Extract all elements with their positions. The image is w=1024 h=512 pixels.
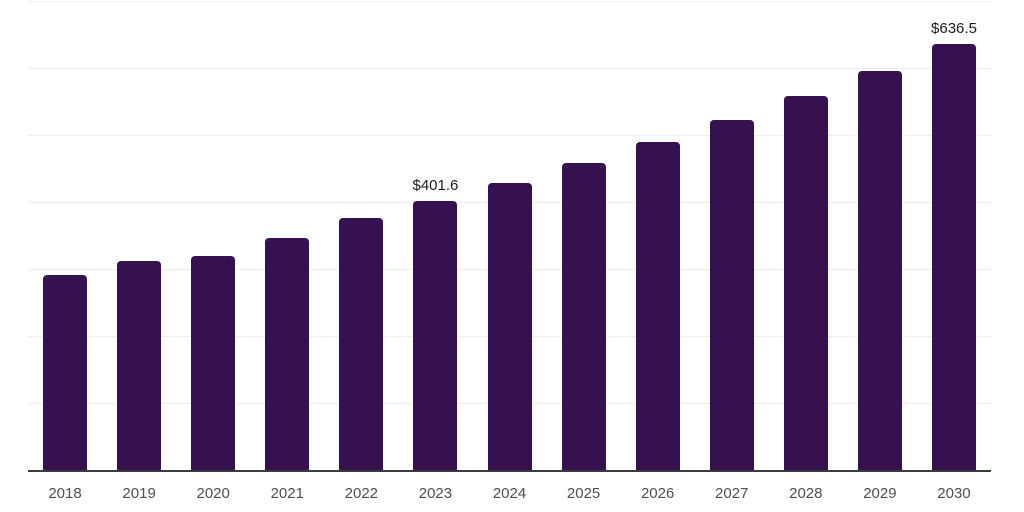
x-tick-label: 2028: [789, 485, 823, 502]
bar-value-label: $401.6: [412, 176, 459, 194]
x-axis-tick-labels: 2018 2019 2020 2021 2022 2023 2024 2025 2026 2027…: [28, 485, 991, 502]
bar-group: [472, 1, 546, 470]
x-tick-label: 2025: [566, 485, 601, 502]
bar: [43, 274, 88, 470]
x-tick-label: 2022: [344, 485, 379, 502]
x-tick-label: 2018: [48, 485, 82, 502]
x-tick-label: 2023: [418, 485, 453, 502]
bar-group: [324, 1, 398, 470]
gridline: [28, 68, 991, 69]
gridline: [28, 1, 991, 2]
bar-group: [250, 1, 324, 470]
x-tick-label: 2019: [122, 485, 156, 502]
x-tick-label: 2026: [640, 485, 675, 502]
plot-area: $401.6 $636.5: [28, 1, 991, 472]
x-tick-label: 2029: [863, 485, 897, 502]
bar: [635, 142, 680, 470]
gridline: [28, 135, 991, 136]
bar: [931, 43, 976, 470]
bar-group: [176, 1, 250, 470]
bar-group: [547, 1, 621, 470]
bar: [339, 218, 384, 470]
bar-group: [695, 1, 769, 470]
bar: [191, 256, 236, 470]
bar: [857, 70, 902, 470]
bar: [783, 96, 828, 470]
bar-value-label: $636.5: [931, 19, 977, 37]
bar: [413, 200, 458, 470]
bars-container: $401.6 $636.5: [28, 1, 991, 470]
x-tick-label: 2020: [196, 485, 230, 502]
x-tick-label: 2024: [492, 485, 527, 502]
x-tick-label: 2027: [715, 485, 749, 502]
bar-group: $636.5: [917, 1, 991, 470]
bar: [117, 261, 162, 470]
bar: [709, 119, 754, 470]
bar: [561, 163, 606, 470]
bar: [487, 182, 532, 470]
bar-group: $401.6: [398, 1, 472, 470]
bar-group: [621, 1, 695, 470]
bar-group: [102, 1, 176, 470]
bar: [265, 238, 310, 470]
bar-group: [28, 1, 102, 470]
x-tick-label: 2030: [937, 485, 971, 502]
x-tick-label: 2021: [270, 485, 304, 502]
bar-group: [843, 1, 917, 470]
bar-group: [769, 1, 843, 470]
